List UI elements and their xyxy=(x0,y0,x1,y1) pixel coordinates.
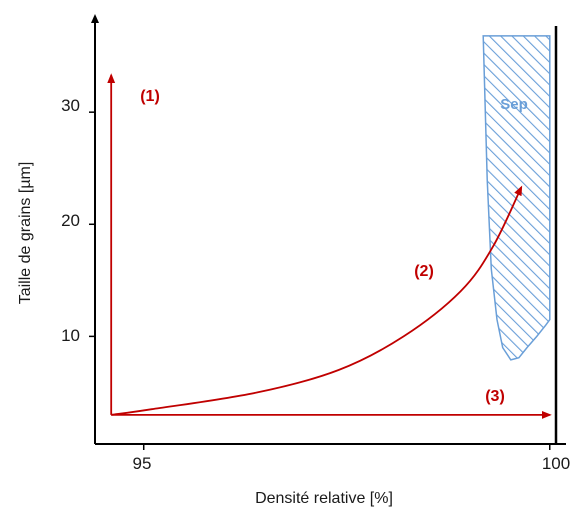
path-label-1: (1) xyxy=(140,88,160,105)
y-tick-label-10: 10 xyxy=(61,326,80,345)
x-tick-label-95: 95 xyxy=(133,454,152,473)
x-tick-label-100: 100 xyxy=(542,454,570,473)
y-axis-title: Taille de grains [µm] xyxy=(17,162,34,305)
path-2-curve xyxy=(111,185,523,416)
path-label-2: (2) xyxy=(414,263,434,280)
path-label-3: (3) xyxy=(485,388,505,405)
x-axis-title: Densité relative [%] xyxy=(255,490,393,507)
region-label-sep: Sep xyxy=(500,96,528,113)
y-tick-label-30: 30 xyxy=(61,96,80,115)
y-tick-label-20: 20 xyxy=(61,211,80,230)
